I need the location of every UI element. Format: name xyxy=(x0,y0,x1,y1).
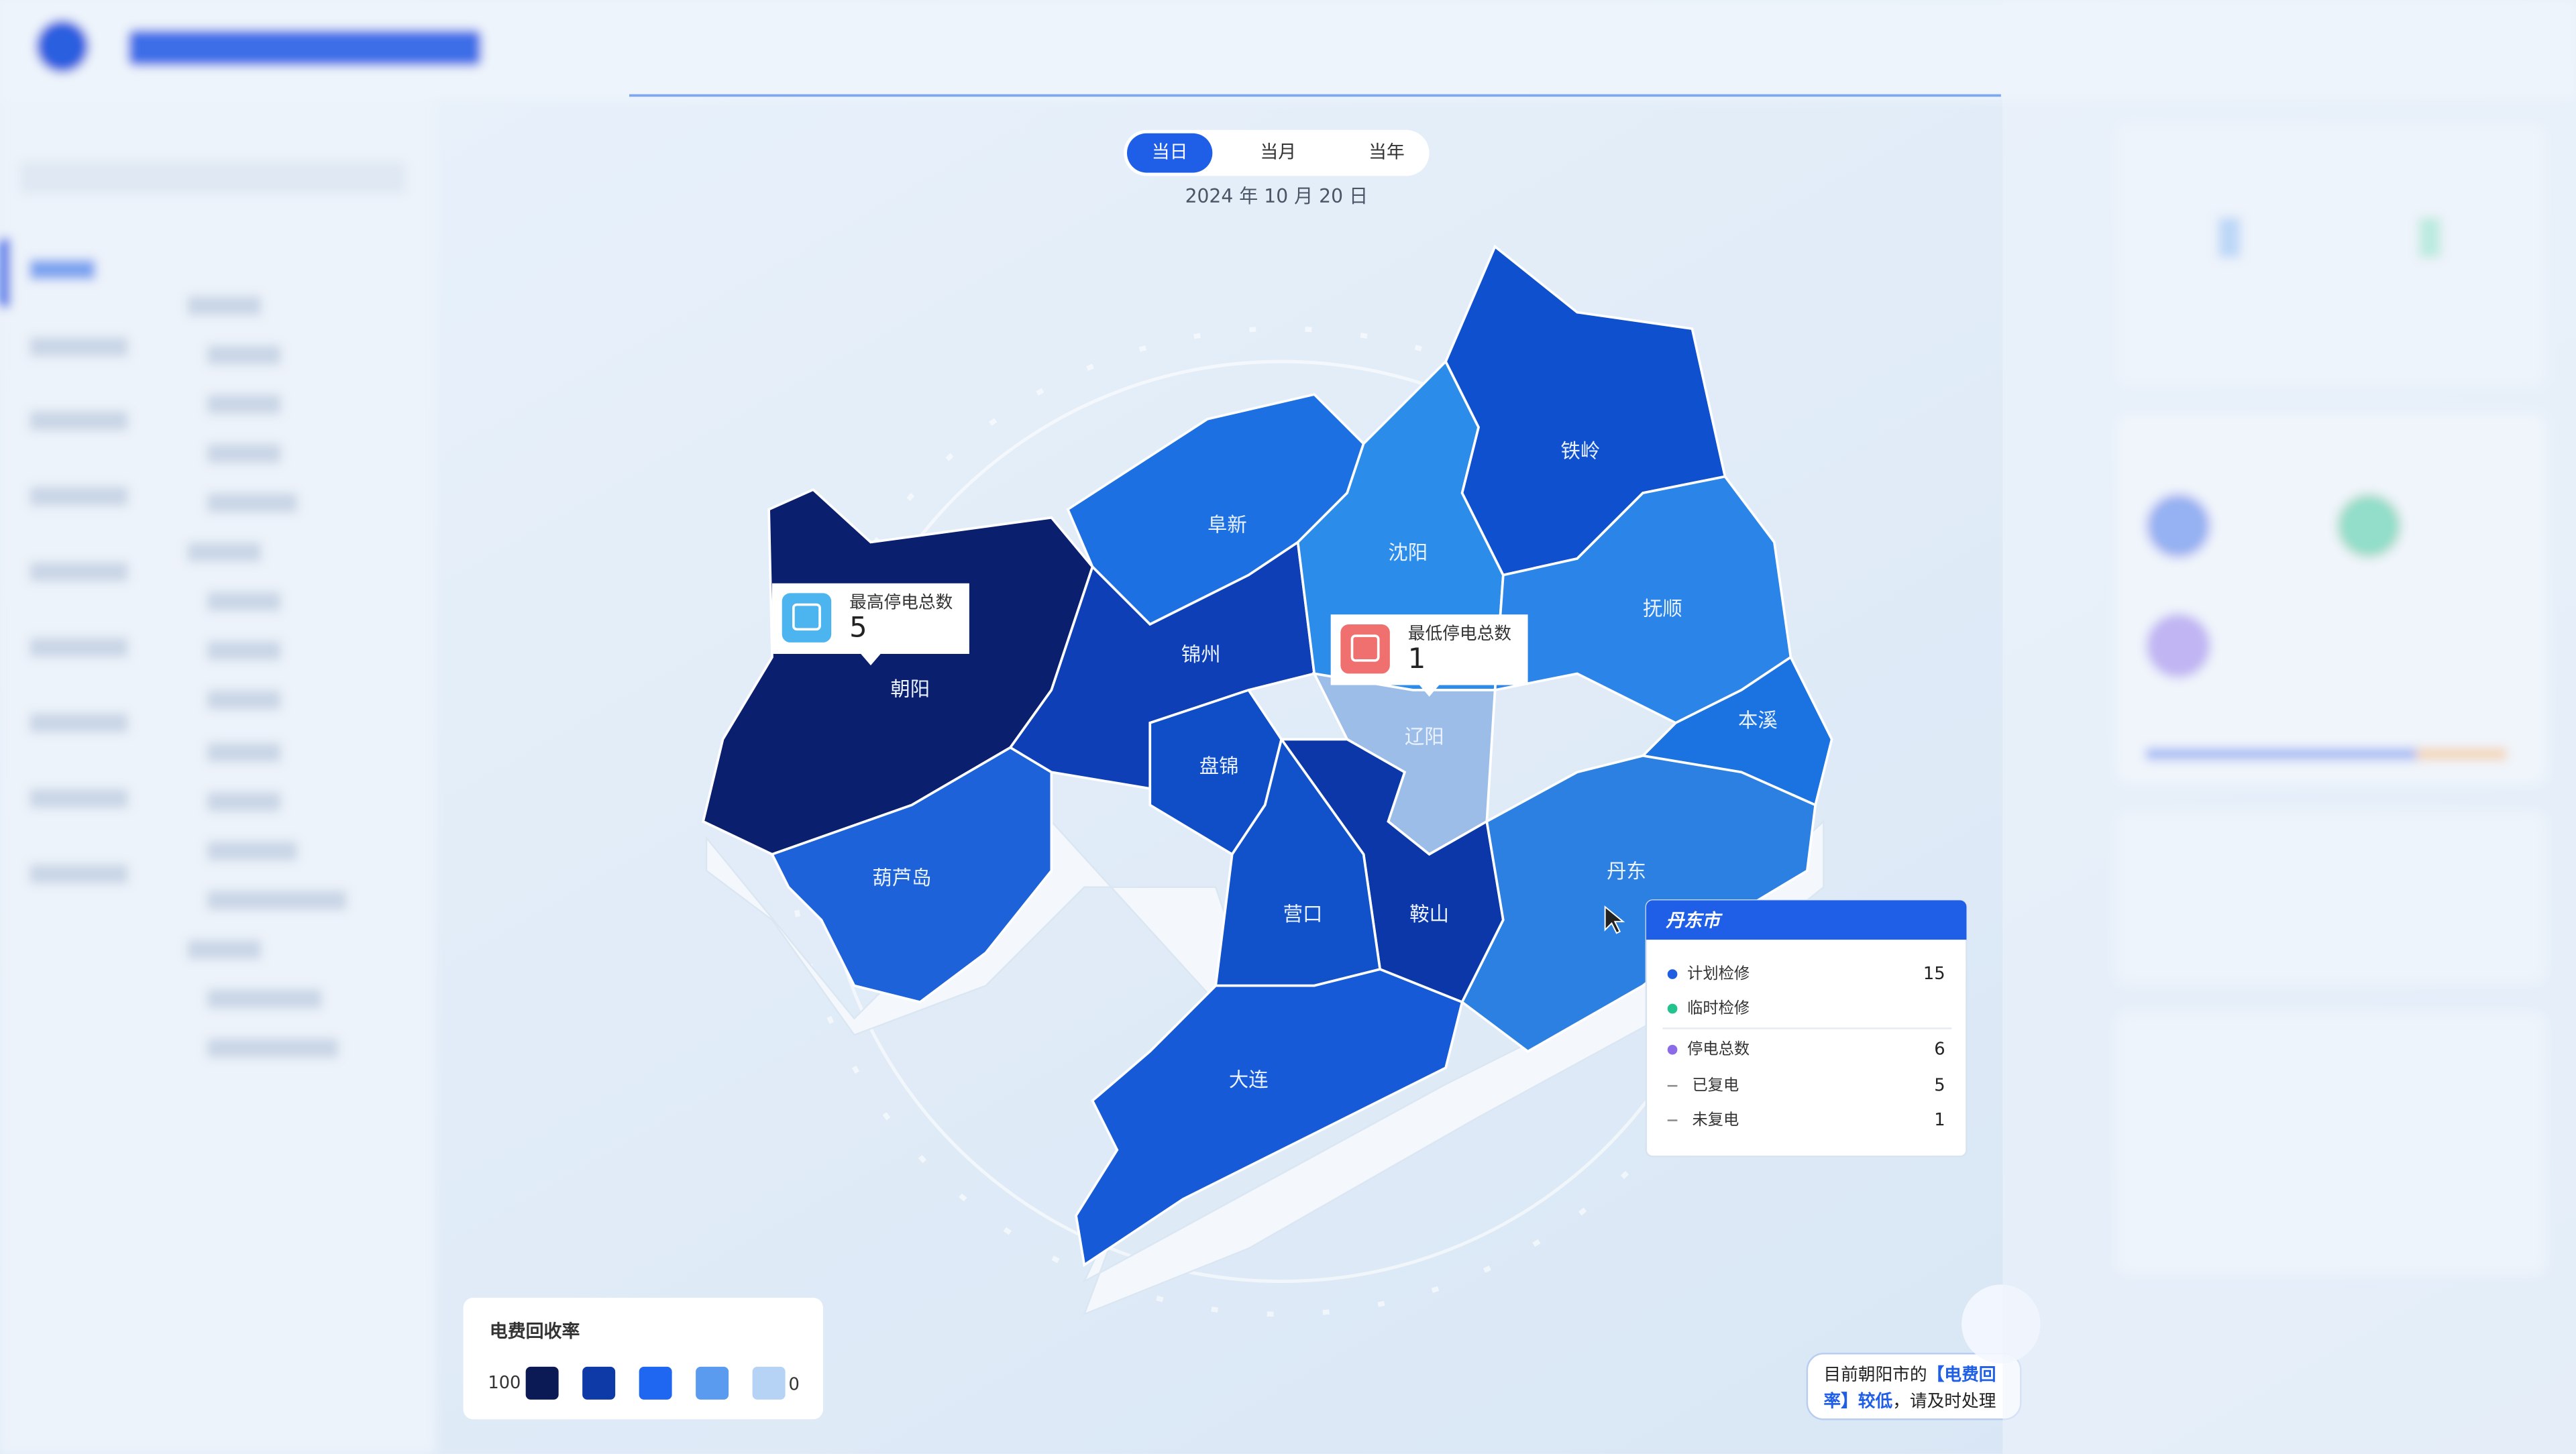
map-region[interactable] xyxy=(1460,754,1817,1053)
region-label: 葫芦岛 xyxy=(872,866,931,889)
map-region[interactable] xyxy=(770,746,1053,1004)
map-region[interactable] xyxy=(1075,968,1464,1268)
legend-swatch xyxy=(582,1366,616,1400)
callout-icon xyxy=(782,593,832,642)
row-label: 未复电 xyxy=(1692,1111,1739,1129)
row-label: 计划检修 xyxy=(1687,964,1750,983)
notice-segment: 率】较低 xyxy=(1823,1390,1892,1411)
row-value: 15 xyxy=(1923,964,1945,984)
legend-max: 100 xyxy=(488,1373,521,1393)
date: 2024 年 10 月 20 日 xyxy=(1185,185,1368,207)
right-panel-veil xyxy=(2002,0,2576,1454)
region-label: 铁岭 xyxy=(1561,439,1601,462)
notice-segment: 【电费回 xyxy=(1927,1365,1996,1385)
tab[interactable]: 当月 xyxy=(1260,142,1296,163)
row-value: 1 xyxy=(1934,1110,1945,1130)
region-label: 营口 xyxy=(1283,903,1323,926)
region-label: 沈阳 xyxy=(1388,541,1428,564)
cursor xyxy=(1604,905,1625,934)
callout-label: 最低停电总数 xyxy=(1408,624,1511,644)
callout-value: 1 xyxy=(1408,642,1426,675)
region-label: 锦州 xyxy=(1181,643,1221,666)
tab[interactable]: 当年 xyxy=(1368,142,1405,163)
legend-swatch xyxy=(639,1366,672,1400)
region-label: 丹东 xyxy=(1607,860,1646,883)
row-label: 停电总数 xyxy=(1687,1040,1750,1058)
legend-swatch xyxy=(696,1366,729,1400)
legend-title: 电费回收率 xyxy=(490,1321,580,1342)
legend-box xyxy=(463,1298,823,1420)
region-label: 本溪 xyxy=(1738,709,1778,732)
row-dot xyxy=(1667,969,1678,979)
row-label: 临时检修 xyxy=(1687,999,1750,1017)
region-label: 鞍山 xyxy=(1409,903,1449,926)
row-value: 5 xyxy=(1934,1076,1945,1096)
row-label: 已复电 xyxy=(1692,1076,1739,1095)
callout-icon-glyph xyxy=(1350,634,1380,662)
notice-line: 率】较低，请及时处理 xyxy=(1823,1390,1996,1411)
callout-label: 最高停电总数 xyxy=(849,593,953,613)
tab[interactable]: 当日 xyxy=(1152,142,1188,163)
notice-segment: ，请及时处理 xyxy=(1892,1391,1996,1411)
region-label: 辽阳 xyxy=(1405,725,1444,748)
region-label: 朝阳 xyxy=(890,677,930,700)
region-label: 抚顺 xyxy=(1643,597,1682,620)
legend-swatch xyxy=(525,1366,559,1400)
region-label: 大连 xyxy=(1229,1068,1269,1091)
callout-icon-glyph xyxy=(792,603,821,631)
tooltip-header xyxy=(1646,900,1967,940)
notice-segment: 目前朝阳市的 xyxy=(1823,1365,1927,1385)
legend-min: 0 xyxy=(789,1374,800,1394)
row-dot xyxy=(1667,1003,1678,1014)
region-label: 盘锦 xyxy=(1199,755,1239,778)
callout-value: 5 xyxy=(849,610,867,643)
region-label: 阜新 xyxy=(1208,514,1247,537)
legend-swatch xyxy=(752,1366,786,1400)
row-value: 6 xyxy=(1934,1040,1945,1060)
notice-line: 目前朝阳市的【电费回 xyxy=(1823,1365,1996,1385)
callout-icon xyxy=(1340,624,1390,674)
tooltip-title: 丹东市 xyxy=(1665,911,1723,932)
tab-active[interactable] xyxy=(1127,133,1213,173)
row-dot xyxy=(1667,1044,1678,1055)
